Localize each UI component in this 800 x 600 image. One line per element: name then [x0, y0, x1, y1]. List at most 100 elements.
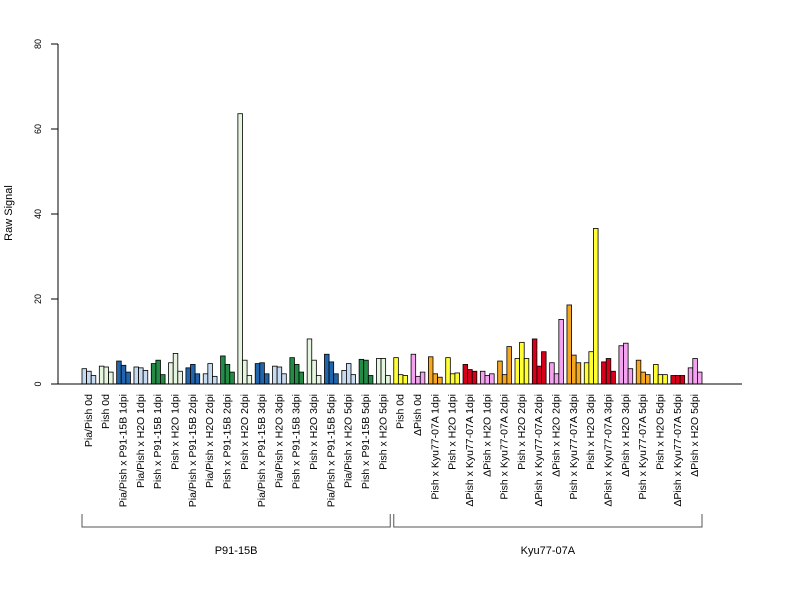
bar — [224, 364, 231, 385]
x-tick-label: Pish x Kyu77-07A 2dpi — [499, 394, 511, 500]
y-tick-label: 80 — [33, 39, 43, 49]
bar — [427, 356, 434, 385]
bar — [376, 358, 382, 385]
bar — [242, 359, 248, 385]
bar — [311, 359, 317, 385]
bar — [575, 362, 582, 385]
x-tick-label: ΔPish x Kyu77-07A 5dpi — [672, 394, 684, 507]
bar — [645, 374, 651, 385]
x-tick-label: Pish x H2O 3dpi — [308, 394, 320, 470]
bar — [294, 364, 300, 385]
x-tick-label: Pia/Pish x P91-15B 1dpi — [118, 394, 130, 507]
y-tick-label: 60 — [33, 124, 43, 134]
bar — [150, 363, 157, 385]
bar — [479, 370, 486, 385]
x-tick-label: Pish x P91-15B 3dpi — [291, 394, 303, 489]
x-tick-label: Pish x P91-15B 2dpi — [221, 394, 233, 489]
bar — [623, 342, 629, 385]
bar — [497, 360, 503, 385]
x-tick-label: ΔPish 0d — [412, 394, 424, 436]
bar — [697, 371, 703, 385]
bar — [172, 352, 179, 385]
bar — [501, 374, 508, 385]
x-tick-label: Pish x P91-15B 5dpi — [360, 394, 372, 489]
bar — [662, 374, 668, 385]
y-axis-label: Raw Signal — [3, 185, 15, 241]
x-tick-label: ΔPish x Kyu77-07A 1dpi — [464, 394, 476, 507]
x-tick-label: Pia/Pish x H2O 1dpi — [135, 394, 147, 488]
bar — [202, 373, 209, 385]
bar — [601, 361, 607, 385]
y-tick-label: 20 — [33, 294, 43, 304]
x-tick-label: Pish x Kyu77-07A 3dpi — [568, 394, 580, 500]
bar — [185, 367, 191, 385]
bar — [692, 358, 698, 385]
x-tick-label: Pish 0d — [395, 394, 407, 429]
bar — [108, 371, 114, 385]
x-tick-label: Pish x H2O 5dpi — [377, 394, 389, 470]
bar — [333, 373, 339, 385]
y-tick-label: 0 — [33, 381, 43, 386]
bar — [306, 338, 313, 385]
bar — [220, 355, 226, 385]
bar — [160, 374, 166, 385]
bar — [410, 353, 417, 385]
bar — [86, 370, 92, 385]
bar — [553, 373, 560, 385]
bar — [142, 369, 149, 385]
x-tick-label: Pish x H2O 2dpi — [239, 394, 251, 470]
bar — [263, 373, 270, 385]
bar — [514, 358, 520, 385]
bar — [237, 113, 243, 385]
bar — [519, 341, 525, 385]
bar — [194, 373, 201, 385]
bar — [588, 351, 594, 385]
bar — [415, 375, 421, 385]
bar — [298, 371, 305, 385]
bar — [484, 375, 490, 385]
bar — [402, 375, 408, 385]
bar — [566, 304, 572, 385]
bar — [90, 375, 97, 385]
bar — [81, 368, 87, 385]
y-tick-label: 40 — [33, 209, 43, 219]
x-tick-label: ΔPish x Kyu77-07A 3dpi — [603, 394, 615, 507]
bar — [593, 228, 599, 385]
bar — [558, 318, 564, 385]
bar — [259, 362, 265, 385]
bar — [449, 373, 456, 385]
bar — [549, 362, 555, 385]
x-tick-label: ΔPish x H2O 1dpi — [481, 394, 493, 477]
bar — [385, 375, 391, 385]
x-tick-label: Pia/Pish 0d — [83, 394, 95, 447]
bar — [177, 370, 183, 385]
bar — [341, 369, 347, 385]
bar — [207, 363, 213, 385]
bar — [541, 351, 547, 385]
group-brackets: P91-15B Kyu77-07A — [81, 514, 703, 557]
bar — [212, 375, 218, 385]
bar — [471, 370, 478, 385]
x-tick-label: ΔPish x Kyu77-07A 2dpi — [533, 394, 545, 507]
bar — [254, 363, 261, 385]
bar — [687, 367, 694, 385]
bar — [133, 366, 139, 385]
x-tick-label: Pish x H2O 5dpi — [654, 394, 666, 470]
bar — [437, 376, 443, 385]
bar — [583, 362, 590, 385]
bar — [432, 373, 438, 385]
x-tick-labels: Pia/Pish 0d Pish 0d Pia/Pish x P91-15B 1dp… — [83, 394, 701, 507]
bar — [367, 375, 374, 385]
x-tick-label: Pish x H2O 2dpi — [516, 394, 528, 470]
bar — [640, 371, 646, 385]
bar — [315, 375, 322, 385]
x-tick-label: Pish x P91-15B 1dpi — [152, 394, 164, 489]
bar — [618, 345, 624, 385]
x-tick-label: ΔPish x H2O 3dpi — [620, 394, 632, 477]
group-bracket-label: P91-15B — [215, 545, 258, 557]
bars — [81, 113, 703, 385]
bar — [627, 368, 634, 385]
bar — [281, 373, 287, 385]
x-tick-label: Pia/Pish x H2O 5dpi — [343, 394, 355, 488]
